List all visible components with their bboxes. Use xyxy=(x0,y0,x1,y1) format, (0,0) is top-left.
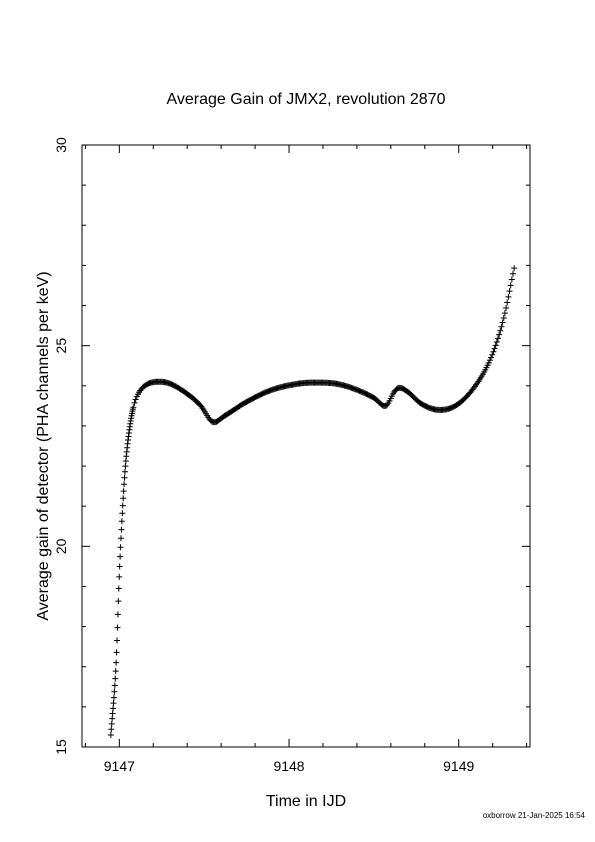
data-point xyxy=(500,314,507,321)
data-point xyxy=(490,348,497,355)
y-axis-label: Average gain of detector (PHA channels p… xyxy=(35,271,52,620)
data-point xyxy=(116,573,123,580)
data-point xyxy=(115,585,122,592)
data-point xyxy=(111,688,118,695)
data-point xyxy=(112,675,119,682)
data-point xyxy=(496,331,503,338)
data-point xyxy=(132,396,139,403)
data-point xyxy=(112,668,119,675)
data-point xyxy=(504,299,511,306)
data-point xyxy=(491,345,498,352)
data-point xyxy=(503,304,510,311)
data-point xyxy=(122,463,129,470)
data-point xyxy=(113,659,120,666)
data-point xyxy=(506,288,513,295)
x-axis-ticks xyxy=(84,145,528,747)
data-series xyxy=(107,265,518,738)
data-point xyxy=(494,335,501,342)
x-axis-tick-labels: 9147 9148 9149 xyxy=(104,758,475,774)
data-point xyxy=(119,510,126,517)
chart-title: Average Gain of JMX2, revolution 2870 xyxy=(167,91,446,108)
data-point xyxy=(110,705,117,712)
data-point xyxy=(486,357,493,364)
plot-area xyxy=(81,144,531,748)
x-axis-label: Time in IJD xyxy=(266,793,346,810)
data-point xyxy=(115,598,122,605)
data-point xyxy=(113,649,120,656)
data-point xyxy=(121,481,128,488)
data-point xyxy=(111,682,118,689)
data-point xyxy=(492,342,499,349)
data-point xyxy=(116,563,123,570)
data-point xyxy=(497,327,504,334)
footer-credit: oxborrow 21-Jan-2025 16:54 xyxy=(483,811,586,820)
y-tick-label: 20 xyxy=(53,538,69,554)
data-point xyxy=(117,544,124,551)
data-point xyxy=(493,338,500,345)
x-tick-label: 9149 xyxy=(443,758,474,774)
data-point xyxy=(485,359,492,366)
data-point xyxy=(130,404,137,411)
data-point xyxy=(498,323,505,330)
x-tick-label: 9147 xyxy=(104,758,135,774)
plot-frame xyxy=(81,144,531,748)
data-point xyxy=(118,518,125,525)
data-point xyxy=(118,526,125,533)
y-axis-tick-labels: 15 20 25 30 xyxy=(53,137,69,755)
data-point xyxy=(509,270,516,277)
y-tick-label: 30 xyxy=(53,137,69,153)
data-point xyxy=(121,474,128,481)
data-point xyxy=(501,310,508,317)
data-point xyxy=(117,535,124,542)
x-tick-label: 9148 xyxy=(273,758,304,774)
data-point xyxy=(119,502,126,509)
data-point xyxy=(110,700,117,707)
data-point xyxy=(507,282,514,289)
data-point xyxy=(468,387,475,394)
data-point xyxy=(489,351,496,358)
data-point xyxy=(120,488,127,495)
data-point xyxy=(114,624,121,631)
data-point xyxy=(117,553,124,560)
data-point xyxy=(110,694,117,701)
data-point xyxy=(131,399,138,406)
data-point xyxy=(107,731,114,738)
data-point xyxy=(109,715,116,722)
data-point xyxy=(508,276,515,283)
y-tick-label: 15 xyxy=(53,739,69,755)
data-point xyxy=(108,726,115,733)
y-axis-ticks xyxy=(82,144,530,748)
data-point xyxy=(108,720,115,727)
data-point xyxy=(511,265,518,272)
data-point xyxy=(488,354,495,361)
data-point xyxy=(120,495,127,502)
data-point xyxy=(114,637,121,644)
y-tick-label: 25 xyxy=(53,338,69,354)
data-point xyxy=(109,710,116,717)
data-point xyxy=(505,293,512,300)
data-point xyxy=(499,319,506,326)
data-point xyxy=(121,468,128,475)
data-point xyxy=(114,611,121,618)
